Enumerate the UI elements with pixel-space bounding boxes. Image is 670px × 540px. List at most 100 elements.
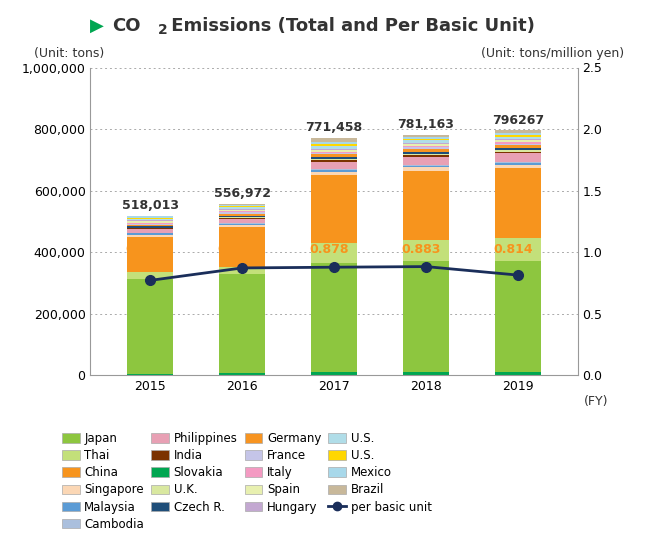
Bar bbox=[127, 220, 173, 221]
Bar bbox=[127, 221, 173, 222]
Bar bbox=[219, 206, 265, 207]
Bar bbox=[219, 207, 265, 209]
Bar bbox=[311, 150, 357, 152]
Text: 0.771: 0.771 bbox=[125, 242, 165, 255]
Bar bbox=[495, 133, 541, 135]
Bar bbox=[311, 157, 357, 159]
Text: 518,013: 518,013 bbox=[122, 199, 179, 212]
Bar bbox=[403, 139, 449, 140]
Bar bbox=[311, 172, 357, 175]
Bar bbox=[403, 152, 449, 154]
Bar bbox=[311, 152, 357, 153]
Text: ▶: ▶ bbox=[90, 17, 105, 35]
Bar bbox=[403, 157, 449, 165]
Bar bbox=[495, 137, 541, 139]
Bar bbox=[495, 150, 541, 152]
Bar bbox=[495, 148, 541, 150]
Text: (Unit: tons/million yen): (Unit: tons/million yen) bbox=[480, 47, 624, 60]
Bar bbox=[495, 163, 541, 165]
Bar bbox=[219, 218, 265, 219]
Text: 771,458: 771,458 bbox=[306, 121, 362, 134]
Bar bbox=[127, 272, 173, 279]
Bar bbox=[403, 167, 449, 171]
Bar bbox=[403, 144, 449, 146]
Bar bbox=[311, 170, 357, 172]
Bar bbox=[311, 142, 357, 144]
Bar bbox=[403, 143, 449, 144]
Bar bbox=[403, 155, 449, 157]
Bar bbox=[219, 205, 265, 206]
Bar bbox=[219, 267, 265, 274]
Bar bbox=[219, 374, 265, 375]
Text: 0.814: 0.814 bbox=[493, 242, 533, 255]
Bar bbox=[127, 216, 173, 217]
Bar bbox=[219, 210, 265, 212]
Bar bbox=[403, 166, 449, 167]
Bar bbox=[495, 130, 541, 133]
Bar bbox=[403, 171, 449, 240]
Bar bbox=[403, 137, 449, 139]
Bar bbox=[219, 227, 265, 267]
Bar bbox=[403, 140, 449, 143]
Bar bbox=[127, 224, 173, 225]
Bar bbox=[495, 238, 541, 261]
Bar bbox=[127, 228, 173, 230]
Bar bbox=[219, 223, 265, 224]
Bar bbox=[127, 233, 173, 234]
Bar bbox=[495, 144, 541, 145]
Legend: Japan, Thai, China, Singapore, Malaysia, Cambodia, Philippines, India, Slovakia,: Japan, Thai, China, Singapore, Malaysia,… bbox=[60, 430, 434, 533]
Text: Emissions (Total and Per Basic Unit): Emissions (Total and Per Basic Unit) bbox=[165, 17, 535, 35]
Bar bbox=[495, 145, 541, 149]
Bar bbox=[127, 226, 173, 227]
Text: 2: 2 bbox=[157, 23, 168, 37]
Bar bbox=[127, 374, 173, 375]
Text: 556,972: 556,972 bbox=[214, 187, 271, 200]
Bar bbox=[219, 215, 265, 217]
Bar bbox=[495, 168, 541, 238]
Bar bbox=[311, 154, 357, 157]
Bar bbox=[403, 154, 449, 155]
Bar bbox=[311, 161, 357, 170]
Bar bbox=[495, 135, 541, 137]
Bar bbox=[403, 146, 449, 147]
Bar bbox=[495, 140, 541, 143]
Bar bbox=[127, 225, 173, 226]
Bar bbox=[403, 372, 449, 375]
Bar bbox=[127, 234, 173, 237]
Bar bbox=[127, 279, 173, 374]
Bar bbox=[311, 372, 357, 375]
Bar bbox=[403, 135, 449, 137]
Bar bbox=[495, 261, 541, 372]
Bar bbox=[219, 209, 265, 210]
Bar bbox=[311, 146, 357, 148]
Bar bbox=[219, 217, 265, 218]
Bar bbox=[495, 165, 541, 168]
Bar bbox=[403, 165, 449, 166]
Bar bbox=[127, 230, 173, 233]
Bar bbox=[311, 148, 357, 150]
Bar bbox=[219, 212, 265, 214]
Bar bbox=[311, 159, 357, 160]
Bar bbox=[495, 153, 541, 161]
Bar bbox=[495, 372, 541, 375]
Text: 0.883: 0.883 bbox=[401, 242, 440, 255]
Bar bbox=[403, 147, 449, 149]
Text: 781,163: 781,163 bbox=[397, 118, 454, 131]
Text: 0.872: 0.872 bbox=[217, 242, 257, 255]
Bar bbox=[219, 214, 265, 215]
Bar bbox=[127, 227, 173, 228]
Bar bbox=[403, 149, 449, 152]
Bar bbox=[127, 219, 173, 220]
Bar bbox=[127, 217, 173, 218]
Bar bbox=[219, 225, 265, 227]
Bar bbox=[219, 204, 265, 205]
Bar bbox=[495, 143, 541, 144]
Text: (FY): (FY) bbox=[584, 395, 608, 408]
Bar bbox=[219, 224, 265, 225]
Bar bbox=[495, 139, 541, 140]
Bar bbox=[311, 160, 357, 161]
Bar bbox=[311, 138, 357, 142]
Bar bbox=[127, 237, 173, 272]
Bar bbox=[219, 274, 265, 374]
Bar bbox=[311, 144, 357, 146]
